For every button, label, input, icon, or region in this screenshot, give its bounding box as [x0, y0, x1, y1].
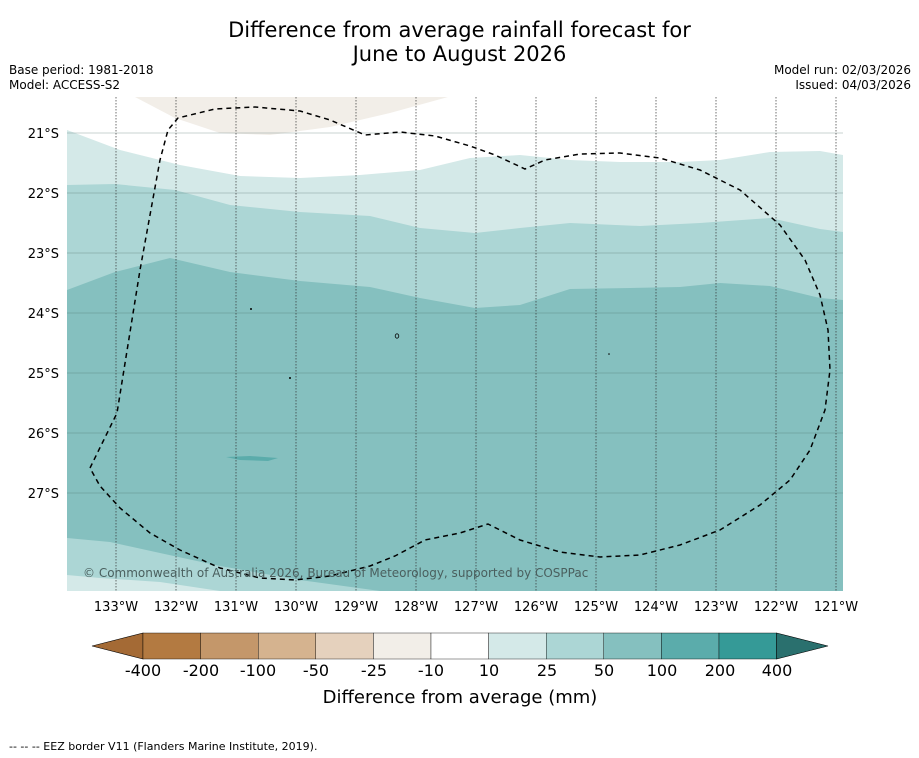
base-period-text: Base period: 1981-2018 — [9, 63, 154, 77]
colorbar-swatch — [373, 632, 432, 660]
colorbar-tick: 50 — [594, 661, 614, 680]
lon-label-130w: 130°W — [274, 600, 318, 615]
colorbar-tick: 400 — [762, 661, 793, 680]
longitude-labels: 133°W 132°W 131°W 130°W 129°W 128°W 127°… — [94, 600, 858, 615]
lon-label-128w: 128°W — [394, 600, 438, 615]
colorbar-tick: 100 — [647, 661, 678, 680]
island-2 — [289, 377, 291, 379]
wet-patch — [226, 456, 278, 461]
colorbar-tick: 25 — [537, 661, 557, 680]
band-coastal-10-25 — [67, 575, 220, 591]
colorbar-tick: -400 — [125, 661, 161, 680]
islands — [250, 308, 610, 379]
colorbar-swatch — [546, 632, 605, 660]
copyright-text: © Commonwealth of Australia 2026, Bureau… — [83, 566, 588, 580]
island-3 — [608, 353, 610, 355]
lon-label-126w: 126°W — [514, 600, 558, 615]
latitude-labels: 21°S 22°S 23°S 24°S 25°S 26°S 27°S — [28, 127, 59, 502]
issued-text: Issued: 04/03/2026 — [795, 78, 911, 92]
lon-label-124w: 124°W — [634, 600, 678, 615]
lat-label-27s: 27°S — [28, 487, 59, 502]
meta-left: Base period: 1981-2018 Model: ACCESS-S2 — [9, 63, 154, 93]
colorbar-swatch — [142, 632, 201, 660]
colorbar-tick: -25 — [361, 661, 387, 680]
lon-label-125w: 125°W — [574, 600, 618, 615]
colorbar-tick: -50 — [303, 661, 329, 680]
colorbar: -400 -200 -100 -50 -25 -10 10 25 50 100 … — [91, 632, 829, 708]
colorbar-swatches — [91, 632, 829, 660]
model-run-text: Model run: 02/03/2026 — [773, 63, 911, 77]
eez-border — [89, 106, 831, 581]
colorbar-tick: -10 — [418, 661, 444, 680]
lat-label-23s: 23°S — [28, 247, 59, 262]
lon-label-132w: 132°W — [154, 600, 198, 615]
lat-label-21s: 21°S — [28, 127, 59, 142]
lat-label-26s: 26°S — [28, 427, 59, 442]
colorbar-swatch — [200, 632, 259, 660]
colorbar-swatch — [661, 632, 720, 660]
lon-label-131w: 131°W — [214, 600, 258, 615]
band-50-100 — [67, 258, 843, 591]
meta-right: Model run: 02/03/2026 Issued: 04/03/2026 — [774, 63, 911, 93]
colorbar-swatch — [603, 632, 662, 660]
title-line-1: Difference from average rainfall forecas… — [228, 18, 691, 42]
colorbar-tick: 10 — [479, 661, 499, 680]
colorbar-arrow-high — [776, 632, 829, 660]
lon-label-121w: 121°W — [814, 600, 858, 615]
map-title: Difference from average rainfall forecas… — [0, 18, 919, 66]
lon-label-127w: 127°W — [454, 600, 498, 615]
colorbar-swatch — [718, 632, 777, 660]
lat-label-25s: 25°S — [28, 367, 59, 382]
island-4 — [394, 333, 400, 339]
longitude-gridlines — [115, 97, 837, 591]
colorbar-ticks: -400 -200 -100 -50 -25 -10 10 25 50 100 … — [125, 661, 792, 680]
colorbar-tick: -200 — [183, 661, 219, 680]
rainfall-map: © Commonwealth of Australia 2026, Bureau… — [67, 97, 843, 591]
title-line-2: June to August 2026 — [352, 42, 567, 66]
island-1 — [250, 308, 252, 310]
lon-label-123w: 123°W — [694, 600, 738, 615]
colorbar-label: Difference from average (mm) — [323, 687, 598, 708]
eez-footnote: -- -- -- EEZ border V11 (Flanders Marine… — [9, 740, 318, 753]
lat-label-22s: 22°S — [28, 187, 59, 202]
lon-label-133w: 133°W — [94, 600, 138, 615]
model-text: Model: ACCESS-S2 — [9, 78, 121, 92]
lon-label-122w: 122°W — [754, 600, 798, 615]
latitude-gridlines — [67, 132, 843, 494]
colorbar-tick: -100 — [240, 661, 276, 680]
band-coastal-25-50 — [67, 538, 380, 591]
lon-label-129w: 129°W — [334, 600, 378, 615]
colorbar-swatch — [488, 632, 547, 660]
band-dry-small — [135, 97, 448, 135]
lat-label-24s: 24°S — [28, 307, 59, 322]
colorbar-swatch — [430, 632, 489, 660]
colorbar-tick: 200 — [705, 661, 736, 680]
colorbar-swatch — [315, 632, 374, 660]
colorbar-swatch — [258, 632, 317, 660]
colorbar-arrow-low — [91, 632, 144, 660]
